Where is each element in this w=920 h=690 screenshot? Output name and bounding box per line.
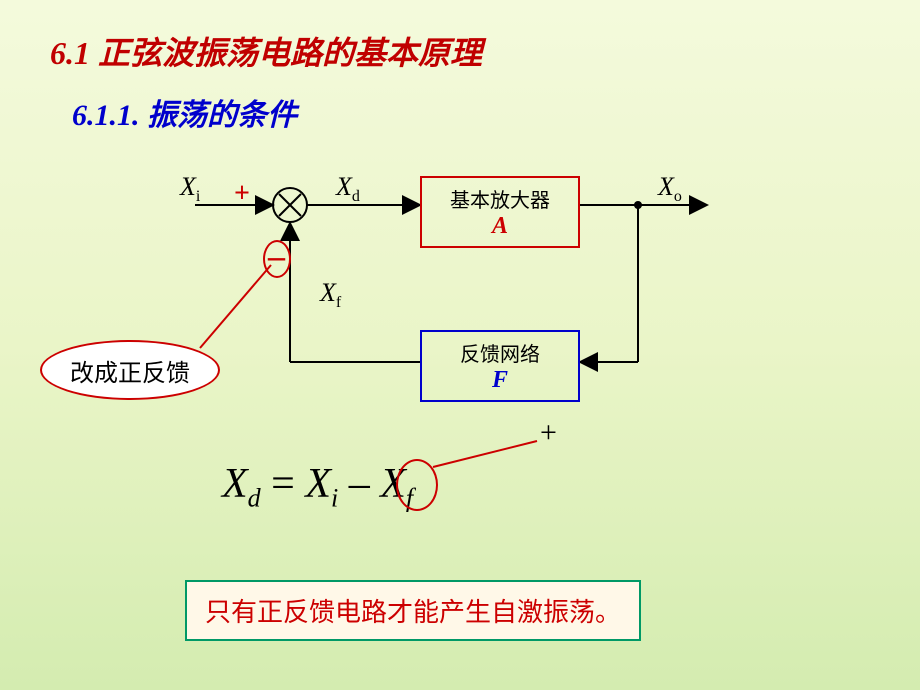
eq-plus-sign: + xyxy=(540,416,557,450)
label-xo: Xo xyxy=(658,172,682,206)
label-xi: Xi xyxy=(180,172,200,206)
equation: Xd = Xi – Xf xyxy=(222,460,413,513)
amp-letter: A xyxy=(422,213,578,240)
callout-bubble: 改成正反馈 xyxy=(40,340,220,400)
feedback-box: 反馈网络 F xyxy=(420,330,580,402)
amp-title: 基本放大器 xyxy=(422,184,578,213)
plus-sign: + xyxy=(234,178,250,210)
fb-letter: F xyxy=(422,367,578,394)
label-xf: Xf xyxy=(320,278,341,312)
minus-sign: – xyxy=(268,240,285,274)
label-xd: Xd xyxy=(336,172,360,206)
footer-note: 只有正反馈电路才能产生自激振荡。 xyxy=(185,580,641,641)
amplifier-box: 基本放大器 A xyxy=(420,176,580,248)
fb-title: 反馈网络 xyxy=(422,338,578,367)
eq-minus-circle xyxy=(396,459,438,511)
